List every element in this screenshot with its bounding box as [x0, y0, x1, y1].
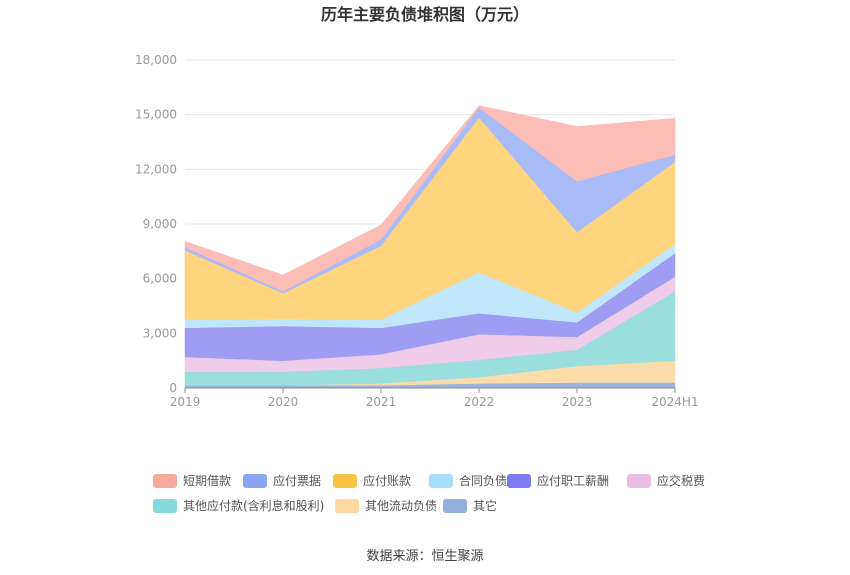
legend-swatch [153, 499, 177, 513]
area-短期借款 [184, 105, 676, 292]
legend-label: 应付职工薪酬 [537, 473, 609, 488]
legend-label: 短期借款 [183, 474, 231, 488]
chart-title: 历年主要负债堆积图（万元） [321, 5, 529, 24]
x-tick-label: 2019 [170, 395, 201, 409]
y-tick-label: 15,000 [135, 108, 177, 122]
legend-swatch [627, 474, 651, 488]
y-tick-label: 6,000 [143, 272, 177, 286]
legend-label: 应付账款 [363, 473, 411, 488]
y-axis-ticks: 0 3,000 6,000 9,000 12,000 15,000 18,000 [135, 53, 177, 395]
x-tick-label: 2020 [268, 395, 299, 409]
legend-label: 应交税费 [657, 473, 705, 488]
legend-swatch [507, 474, 531, 488]
x-tick-label: 2024H1 [651, 395, 698, 409]
series-areas [184, 105, 676, 389]
y-tick-label: 9,000 [143, 217, 177, 231]
y-tick-label: 3,000 [143, 326, 177, 340]
legend-label: 其他流动负债 [365, 499, 437, 513]
x-tick-label: 2023 [562, 395, 593, 409]
x-tick-label: 2022 [464, 395, 495, 409]
legend-swatch [335, 499, 359, 513]
legend-label: 应付票据 [273, 473, 321, 488]
x-axis-ticks: 2019 2020 2021 2022 2023 2024H1 [170, 395, 699, 409]
y-tick-label: 18,000 [135, 53, 177, 67]
data-source: 数据来源：恒生聚源 [366, 549, 483, 564]
legend-label: 其他应付款(含利息和股利) [183, 498, 324, 513]
legend-swatch [243, 474, 267, 488]
y-tick-label: 0 [169, 381, 177, 395]
legend-label: 合同负债 [459, 473, 507, 488]
legend-label: 其它 [473, 498, 497, 513]
y-tick-label: 12,000 [135, 162, 177, 176]
x-tick-label: 2021 [366, 395, 397, 409]
legend-swatch [429, 474, 453, 488]
legend-swatch [153, 474, 177, 488]
legend-swatch [333, 474, 357, 488]
axes [184, 387, 676, 393]
legend-swatch [443, 499, 467, 513]
